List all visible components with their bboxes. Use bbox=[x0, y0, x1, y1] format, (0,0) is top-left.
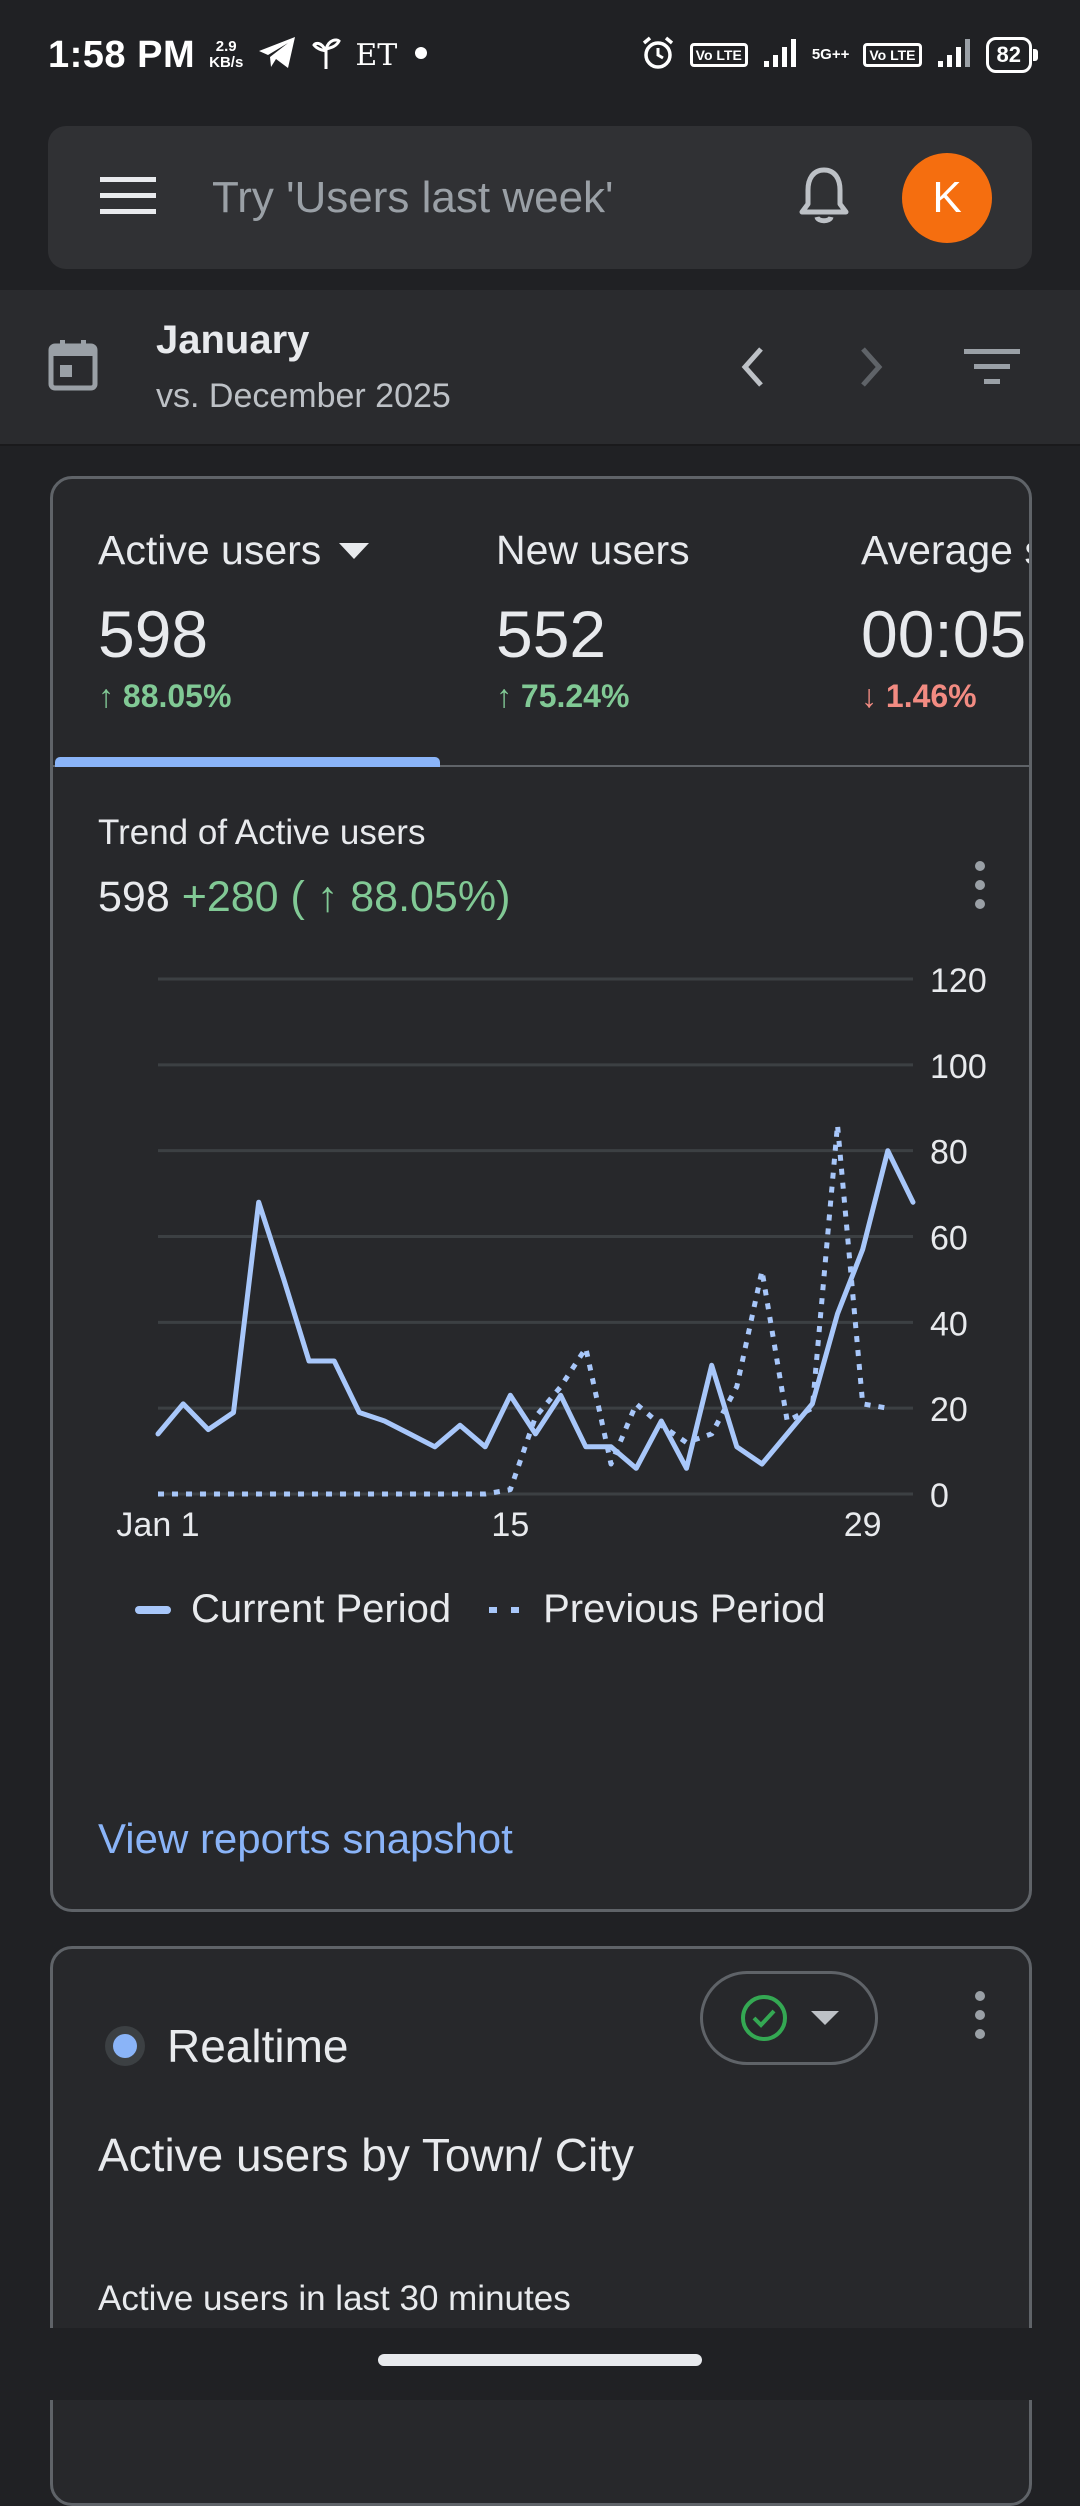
metric-change: ↑ 88.05% bbox=[98, 678, 232, 714]
previous-period-button[interactable] bbox=[712, 327, 792, 407]
metric-label: Active users bbox=[98, 527, 370, 574]
check-circle-icon bbox=[741, 1995, 787, 2041]
metric-label: New users bbox=[496, 527, 690, 573]
chart-more-options-icon[interactable] bbox=[960, 845, 1000, 925]
metric-change-value: 1.46% bbox=[885, 678, 977, 714]
calendar-icon[interactable] bbox=[48, 338, 98, 397]
metric-label-text: Active users bbox=[98, 527, 322, 573]
chevron-left-icon bbox=[741, 347, 763, 387]
metric-change: ↓ 1.46% bbox=[861, 678, 977, 714]
speed-unit: KB/s bbox=[209, 54, 244, 71]
metric-label: Average s bbox=[861, 527, 1032, 573]
metric-change-value: 88.05% bbox=[122, 678, 232, 714]
metric-change: ↑ 75.24% bbox=[496, 678, 630, 714]
legend-label: Current Period bbox=[191, 1587, 452, 1631]
y-tick-label: 100 bbox=[930, 1048, 987, 1086]
realtime-more-options-icon[interactable] bbox=[960, 1975, 1000, 2055]
metric-tab-average[interactable]: Average s 00:05 ↓ 1.46% bbox=[861, 527, 1032, 715]
y-tick-label: 60 bbox=[930, 1220, 968, 1258]
metric-value: 00:05 bbox=[861, 597, 1027, 671]
y-tick-label: 0 bbox=[930, 1477, 949, 1515]
y-tick-label: 40 bbox=[930, 1305, 968, 1343]
signal-icon-2 bbox=[936, 37, 972, 74]
legend-current-period[interactable]: Current Period bbox=[135, 1587, 451, 1632]
solid-line-swatch bbox=[135, 1605, 171, 1614]
metric-tab-new-users[interactable]: New users 552 ↑ 75.24% bbox=[496, 527, 690, 715]
legend-label: Previous Period bbox=[543, 1587, 826, 1631]
dropdown-arrow-icon bbox=[339, 542, 370, 559]
notification-dot-icon bbox=[411, 43, 431, 68]
legend-previous-period[interactable]: Previous Period bbox=[487, 1587, 826, 1632]
series-line-current-period bbox=[155, 1148, 916, 1471]
overview-card: Active users 598 ↑ 88.05% New users 552 … bbox=[50, 476, 1032, 1912]
network-speed: 2.9 KB/s bbox=[209, 39, 243, 71]
trend-delta: +280 ( ↑ 88.05%) bbox=[181, 873, 511, 921]
chevron-right-icon bbox=[861, 347, 883, 387]
view-reports-snapshot-link[interactable]: View reports snapshot bbox=[98, 1815, 513, 1862]
menu-icon[interactable] bbox=[100, 173, 156, 222]
date-range-bar: January vs. December 2025 bbox=[0, 290, 1080, 446]
comparison-period: vs. December 2025 bbox=[156, 377, 451, 415]
home-gesture-handle[interactable] bbox=[378, 2354, 702, 2366]
realtime-header: Realtime bbox=[105, 2019, 349, 2073]
volte-badge-2: Vo LTE bbox=[863, 43, 922, 67]
filter-button[interactable] bbox=[952, 327, 1032, 407]
x-tick-label: 29 bbox=[844, 1506, 882, 1544]
speed-value: 2.9 bbox=[215, 38, 237, 55]
telegram-icon bbox=[257, 35, 297, 76]
y-tick-label: 80 bbox=[930, 1134, 968, 1172]
metric-tabs: Active users 598 ↑ 88.05% New users 552 … bbox=[53, 479, 1029, 767]
dropdown-arrow-icon bbox=[811, 2011, 839, 2025]
y-tick-label: 20 bbox=[930, 1391, 968, 1429]
realtime-card: Realtime Active users by Town/ City Acti… bbox=[50, 1946, 1032, 2506]
status-dropdown[interactable] bbox=[700, 1971, 878, 2065]
realtime-dot-icon bbox=[105, 2026, 145, 2066]
bell-icon[interactable] bbox=[798, 166, 850, 229]
avatar[interactable]: K bbox=[902, 152, 992, 243]
et-app-icon: ET bbox=[355, 37, 398, 73]
status-left: 1:58 PM 2.9 KB/s ET bbox=[48, 34, 431, 77]
trend-delta-abs: +280 ( bbox=[181, 873, 305, 921]
chart-legend: Current Period Previous Period bbox=[135, 1587, 826, 1632]
metric-value: 598 bbox=[98, 597, 209, 671]
status-right: Vo LTE 5G++ Vo LTE 82 bbox=[640, 35, 1039, 76]
x-tick-label: Jan 1 bbox=[116, 1506, 199, 1544]
plant-icon bbox=[311, 35, 342, 76]
search-bar[interactable]: Try 'Users last week' K bbox=[48, 126, 1032, 269]
trend-delta-pct: 88.05%) bbox=[350, 873, 511, 921]
realtime-label: Realtime bbox=[167, 2020, 349, 2072]
series-line-previous-period bbox=[158, 1122, 889, 1497]
metric-value: 552 bbox=[496, 597, 607, 671]
trend-chart: 0 20 40 60 80 100 120 Jan 1 15 29 bbox=[116, 962, 987, 1544]
signal-icon bbox=[762, 37, 798, 74]
filter-icon bbox=[964, 349, 1020, 384]
realtime-subtitle: Active users in last 30 minutes bbox=[98, 2279, 571, 2318]
volte-badge: Vo LTE bbox=[689, 43, 748, 67]
selected-tab-indicator bbox=[55, 757, 440, 767]
date-range-text[interactable]: January vs. December 2025 bbox=[156, 318, 712, 416]
battery-indicator: 82 bbox=[985, 37, 1039, 73]
trend-summary: 598 +280 ( ↑ 88.05%) bbox=[98, 873, 510, 922]
metric-change-value: 75.24% bbox=[520, 678, 630, 714]
x-tick-label: 15 bbox=[491, 1506, 529, 1544]
date-range-title: January bbox=[156, 318, 310, 362]
clock: 1:58 PM bbox=[48, 33, 196, 76]
next-period-button[interactable] bbox=[832, 327, 912, 407]
trend-value: 598 bbox=[98, 873, 170, 921]
y-tick-label: 120 bbox=[930, 962, 987, 1000]
search-input[interactable]: Try 'Users last week' bbox=[212, 172, 614, 222]
metric-tab-active-users[interactable]: Active users 598 ↑ 88.05% bbox=[98, 527, 370, 715]
status-bar: 1:58 PM 2.9 KB/s ET Vo LTE 5G++ Vo LTE 8… bbox=[0, 0, 1080, 110]
realtime-title: Active users by Town/ City bbox=[98, 2129, 635, 2181]
dotted-line-swatch bbox=[489, 1606, 520, 1613]
trend-title: Trend of Active users bbox=[98, 813, 426, 852]
alarm-icon bbox=[640, 35, 676, 76]
network-type: 5G++ bbox=[811, 46, 850, 63]
